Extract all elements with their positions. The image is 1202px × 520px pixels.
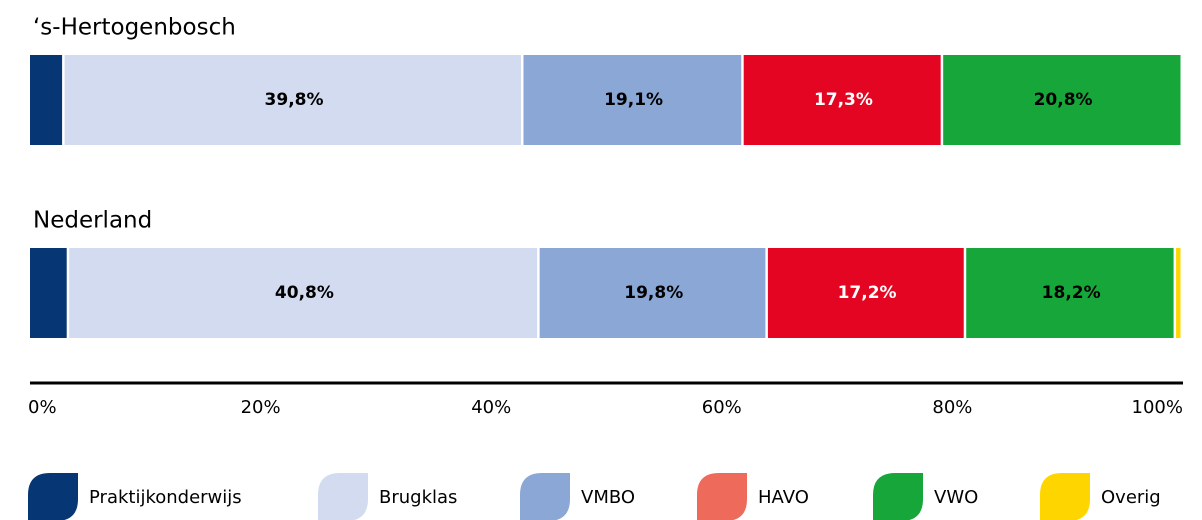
bar-segment bbox=[743, 55, 941, 145]
value-label: 17,3% bbox=[814, 90, 873, 110]
bar-segment bbox=[69, 248, 538, 338]
x-tick-label: 60% bbox=[702, 397, 742, 418]
x-tick-label: 80% bbox=[932, 397, 972, 418]
x-tick-label: 40% bbox=[471, 397, 511, 418]
legend-swatch bbox=[520, 473, 570, 520]
category-label: Nederland bbox=[33, 208, 152, 234]
legend-label: Overig bbox=[1101, 487, 1161, 508]
legend-label: HAVO bbox=[758, 487, 809, 508]
bar-segment bbox=[64, 55, 521, 145]
value-label: 40,8% bbox=[275, 283, 334, 303]
legend-swatch bbox=[1040, 473, 1090, 520]
value-label: 18,2% bbox=[1042, 283, 1101, 303]
legend-swatch bbox=[28, 473, 78, 520]
bar-segment bbox=[539, 248, 766, 338]
legend-swatch bbox=[697, 473, 747, 520]
bar-segment bbox=[523, 55, 742, 145]
x-tick-label: 20% bbox=[241, 397, 281, 418]
bar-segment bbox=[30, 55, 63, 145]
x-tick-label: 0% bbox=[28, 397, 57, 418]
value-label: 17,2% bbox=[838, 283, 897, 303]
legend-label: Praktijkonderwijs bbox=[89, 487, 242, 508]
legend-label: VMBO bbox=[581, 487, 635, 508]
legend-swatch bbox=[318, 473, 368, 520]
legend-swatch bbox=[873, 473, 923, 520]
bar-segment bbox=[943, 55, 1181, 145]
legend-label: VWO bbox=[934, 487, 978, 508]
bar-segment bbox=[1176, 248, 1181, 338]
bar-segment bbox=[966, 248, 1174, 338]
legend-label: Brugklas bbox=[379, 487, 457, 508]
value-label: 19,1% bbox=[604, 90, 663, 110]
value-label: 39,8% bbox=[265, 90, 324, 110]
bar-segment bbox=[30, 248, 67, 338]
value-label: 20,8% bbox=[1034, 90, 1093, 110]
bar-segment bbox=[767, 248, 964, 338]
x-tick-label: 100% bbox=[1132, 397, 1183, 418]
category-label: ‘s-Hertogenbosch bbox=[33, 15, 236, 41]
value-label: 19,8% bbox=[624, 283, 683, 303]
